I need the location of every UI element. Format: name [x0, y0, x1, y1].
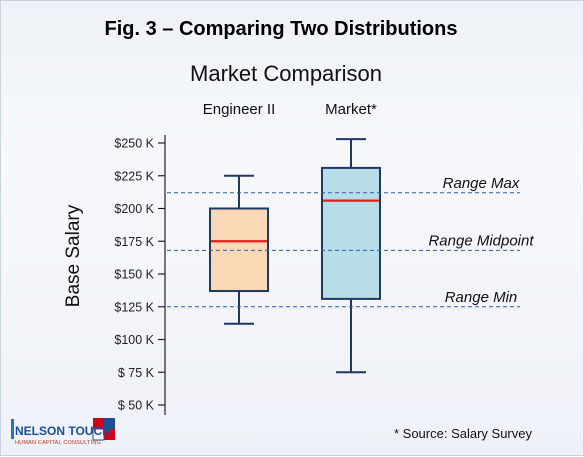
y-axis-ticks: $ 50 K $ 75 K $100 K $125 K $150 K $175 K $200…: [114, 137, 165, 413]
y-tick-label: $225 K: [114, 169, 154, 183]
y-tick-label: $ 75 K: [118, 366, 155, 380]
box-engineer-ii: Engineer II: [203, 101, 276, 325]
logo-square-white: [92, 428, 105, 441]
y-tick-label: $125 K: [114, 300, 154, 314]
logo-square-red: [93, 418, 104, 429]
y-axis-label: Base Salary: [63, 204, 84, 307]
y-tick-label: $100 K: [114, 333, 154, 347]
y-tick-label: $ 50 K: [118, 399, 155, 413]
interquartile-box: [209, 207, 269, 293]
box-market: Market*: [321, 101, 381, 374]
logo-tagline: HUMAN CAPITAL CONSULTING: [15, 440, 101, 446]
y-tick-label: $250 K: [114, 137, 154, 151]
figure-title: Fig. 3 – Comparing Two Distributions: [105, 18, 458, 40]
chart-title: Market Comparison: [190, 61, 382, 86]
y-tick-label: $175 K: [114, 235, 154, 249]
reference-line-label: Range Midpoint: [428, 232, 534, 249]
y-tick-label: $150 K: [114, 268, 154, 282]
y-tick-label: $200 K: [114, 202, 154, 216]
interquartile-box: [321, 166, 381, 300]
logo-square-blue: [104, 418, 115, 429]
company-logo: NELSON TOUCH HUMAN CAPITAL CONSULTING: [11, 418, 115, 446]
category-label: Market*: [325, 101, 377, 118]
category-label: Engineer II: [203, 101, 276, 118]
source-note: * Source: Salary Survey: [394, 426, 533, 441]
reference-line-label: Range Max: [443, 175, 520, 192]
reference-lines: Range Max Range Midpoint Range Min: [167, 175, 534, 308]
logo-name: NELSON TOUCH: [15, 424, 111, 438]
box-series: Engineer II Market*: [203, 101, 381, 374]
reference-line-label: Range Min: [445, 289, 518, 306]
logo-square-red-2: [104, 429, 115, 440]
logo-bar: [11, 419, 14, 439]
